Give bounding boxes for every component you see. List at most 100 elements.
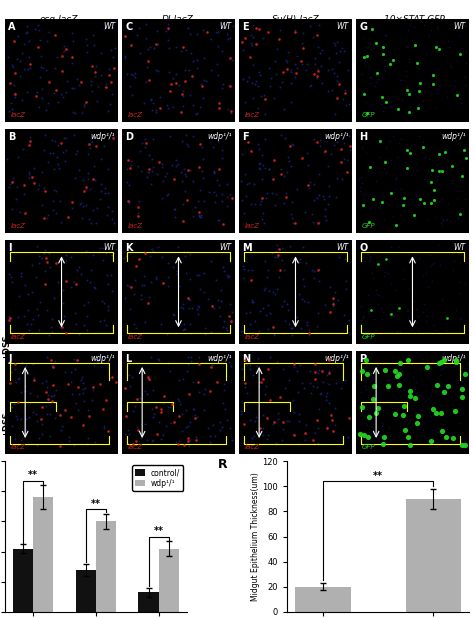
Point [404,25,411,35]
Point [248,297,255,307]
Point [83,439,91,449]
Point [456,174,464,184]
Point [17,207,24,217]
Point [323,370,330,380]
Point [287,323,295,333]
Point [253,23,260,33]
Point [11,88,19,98]
Point [206,431,214,441]
Point [182,169,189,179]
Point [418,147,425,157]
Point [299,28,307,38]
Point [401,156,409,166]
Point [166,366,173,376]
Point [446,43,453,53]
Point [405,284,412,294]
Point [326,131,334,141]
Point [327,307,334,317]
Point [358,366,366,376]
Point [149,247,156,256]
Point [134,203,142,213]
Point [5,313,13,323]
Point [412,255,420,265]
Point [121,430,128,439]
Point [300,43,307,53]
Point [374,404,382,413]
Point [305,330,312,340]
Point [212,431,219,441]
Point [122,252,130,261]
Point [18,95,26,104]
Point [356,406,363,416]
Point [342,375,349,385]
Point [170,310,178,320]
Point [255,159,263,169]
Point [41,130,49,140]
Point [388,404,396,413]
Point [364,108,371,118]
Point [69,52,76,62]
Point [181,324,189,334]
Point [291,25,299,35]
Point [315,169,322,179]
Point [420,198,428,208]
Point [310,195,318,205]
Point [338,43,346,53]
Point [291,218,298,228]
Point [399,274,407,284]
Point [82,383,89,392]
Point [299,59,306,69]
Point [300,383,308,393]
Point [295,417,303,426]
Point [402,71,410,81]
Point [295,289,302,299]
Point [8,366,15,376]
Point [319,78,326,88]
Point [10,399,18,408]
Point [373,176,380,186]
Point [146,150,153,160]
Point [81,99,88,109]
Point [45,394,52,404]
Point [194,310,202,320]
Point [252,75,260,85]
Point [273,189,280,199]
Point [195,270,203,280]
Point [444,214,451,224]
Point [76,198,83,208]
Point [55,97,62,107]
Point [184,142,191,151]
Point [228,435,236,445]
Point [315,365,323,375]
Point [180,91,187,101]
Point [289,197,296,206]
Point [461,441,469,451]
Point [323,388,330,398]
Point [444,198,452,208]
Text: wdp¹/¹: wdp¹/¹ [90,132,115,142]
Point [93,203,100,213]
Point [200,405,208,415]
Point [330,67,338,77]
Point [126,441,134,451]
Point [402,41,410,51]
Point [160,277,167,287]
Point [69,107,76,117]
Point [434,25,442,35]
Point [102,82,110,91]
Point [80,320,88,330]
Point [200,389,208,399]
Point [269,174,276,184]
Point [224,34,232,44]
Point [250,431,257,441]
Point [305,325,313,335]
Point [367,370,374,380]
Point [161,171,168,181]
Point [174,394,182,404]
Point [287,161,295,171]
Point [379,42,387,52]
Point [173,269,181,279]
Point [48,361,56,371]
Point [358,178,366,188]
Point [146,375,153,384]
